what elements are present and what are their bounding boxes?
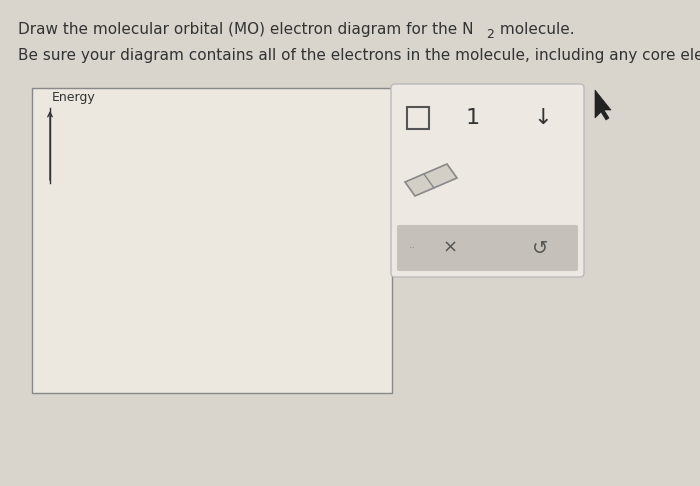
Text: 2: 2	[486, 28, 494, 41]
Text: Be sure your diagram contains all of the electrons in the molecule, including an: Be sure your diagram contains all of the…	[18, 48, 700, 63]
Text: ··: ··	[409, 243, 416, 253]
Text: 1: 1	[466, 108, 480, 128]
FancyBboxPatch shape	[397, 225, 578, 271]
Text: Energy: Energy	[52, 91, 96, 104]
Text: ×: ×	[442, 239, 458, 257]
Polygon shape	[595, 90, 611, 120]
Text: ↺: ↺	[532, 239, 548, 258]
Bar	[407, 107, 429, 129]
Polygon shape	[405, 164, 457, 196]
Text: molecule.: molecule.	[495, 22, 575, 37]
Text: Draw the molecular orbital (MO) electron diagram for the N: Draw the molecular orbital (MO) electron…	[18, 22, 473, 37]
Text: ↓: ↓	[533, 108, 552, 128]
Bar	[32, 88, 392, 393]
FancyBboxPatch shape	[391, 84, 584, 277]
